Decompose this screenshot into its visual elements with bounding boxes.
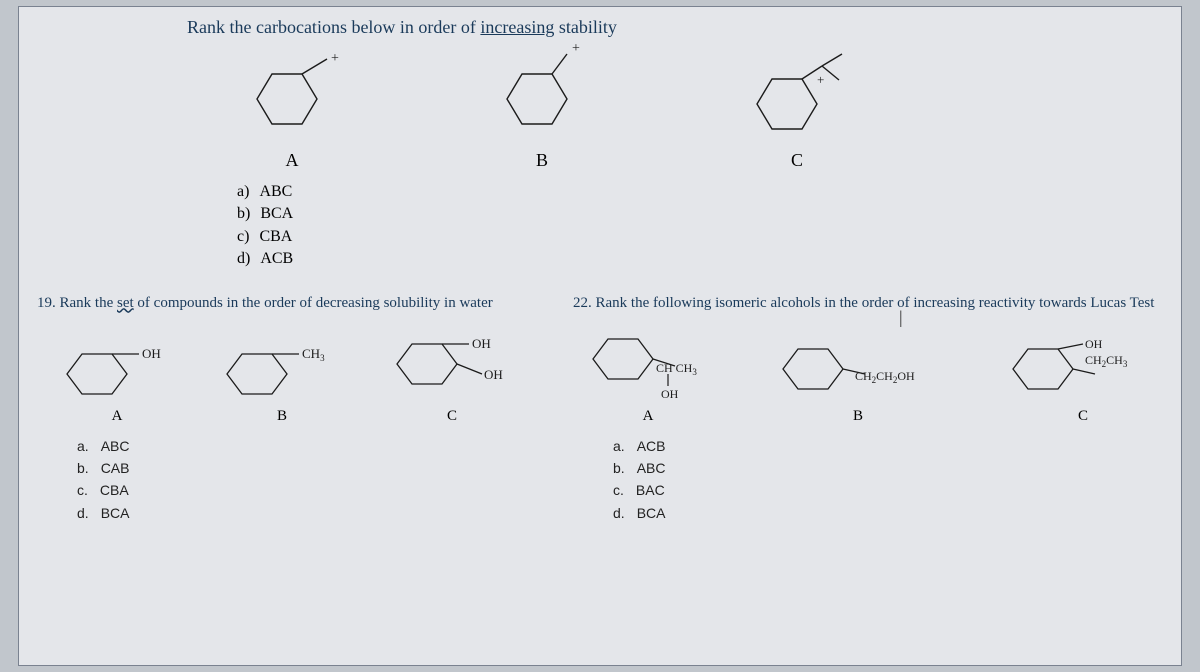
title-suffix: stability [554,17,617,37]
q19-choice-c: c.CBA [77,479,549,501]
q19-mol-c: OH OH C [387,324,517,425]
svg-text:OH: OH [1085,337,1103,351]
q22-mol-c: OH CH2CH3 C [1003,334,1163,425]
q19-suffix: of compounds in the order of decreasing … [134,295,493,311]
q22-choice-b: b.ABC [613,457,1163,479]
q19-choice-a: a.ABC [77,435,549,457]
q19-choice-d: d.BCA [77,502,549,524]
top-choice-c: c)CBA [237,226,1163,248]
svg-text:+: + [331,51,339,66]
svg-text:+: + [817,72,824,87]
q19-label-b: B [217,408,347,425]
svg-text:+: + [572,44,580,56]
q22-choice-d: d.BCA [613,502,1163,524]
svg-text:OH: OH [484,367,503,382]
svg-text:CH2CH2OH: CH2CH2OH [855,369,915,385]
svg-text:CH CH3: CH CH3 [656,361,697,377]
svg-text:OH: OH [661,387,679,401]
q22-label-b: B [773,408,943,425]
title-underlined: increasing [480,17,554,37]
q19: 19. Rank the set of compounds in the ord… [37,295,549,525]
structure-b: + B [487,44,597,171]
title-prefix: Rank the carbocations below in order of [187,17,480,37]
text-cursor-mark: | [899,307,903,328]
q22-label-c: C [1003,408,1163,425]
q19-molecules: OH A CH3 B [57,324,549,425]
q19-choices: a.ABC b.CAB c.CBA d.BCA [77,435,549,525]
q22-choices: a.ACB b.ABC c.BAC d.BCA [613,435,1163,525]
q19-choice-b: b.CAB [77,457,549,479]
top-choice-d: d)ACB [237,248,1163,270]
structure-c: + C [737,44,857,171]
top-structures-row: + A + B + [237,44,1163,171]
svg-text:CH3: CH3 [302,346,325,363]
svg-text:OH: OH [472,336,491,351]
q22-mol-a: CH CH3 OH A [583,324,713,425]
q19-label-a: A [57,408,177,425]
q22-number: 22. [573,295,592,311]
worksheet-page: Rank the carbocations below in order of … [18,6,1182,666]
q19-wavy: set [117,295,134,311]
q19-prompt: 19. Rank the set of compounds in the ord… [37,295,549,312]
structure-a: + A [237,44,347,171]
q19-prefix: Rank the [56,295,117,311]
top-question-title: Rank the carbocations below in order of … [187,17,1163,38]
bottom-question-row: 19. Rank the set of compounds in the ord… [37,295,1163,525]
q19-label-c: C [387,408,517,425]
svg-text:CH2CH3: CH2CH3 [1085,353,1128,369]
top-choice-a: a)ABC [237,181,1163,203]
q22-choice-a: a.ACB [613,435,1163,457]
structure-c-label: C [737,150,857,171]
q22: 22. Rank the following isomeric alcohols… [573,295,1163,525]
q22-text: Rank the following isomeric alcohols in … [592,295,1155,311]
q22-choice-c: c.BAC [613,479,1163,501]
structure-b-label: B [487,150,597,171]
top-choices: a)ABC b)BCA c)CBA d)ACB [237,181,1163,271]
top-choice-b: b)BCA [237,203,1163,225]
q19-mol-b: CH3 B [217,334,347,425]
q22-prompt: 22. Rank the following isomeric alcohols… [573,295,1163,312]
q22-molecules: CH CH3 OH A CH2CH2OH B [583,324,1163,425]
q19-number: 19. [37,295,56,311]
structure-a-label: A [237,150,347,171]
q22-label-a: A [583,408,713,425]
q19-mol-a: OH A [57,334,177,425]
q22-mol-b: CH2CH2OH B [773,334,943,425]
svg-text:OH: OH [142,346,161,361]
